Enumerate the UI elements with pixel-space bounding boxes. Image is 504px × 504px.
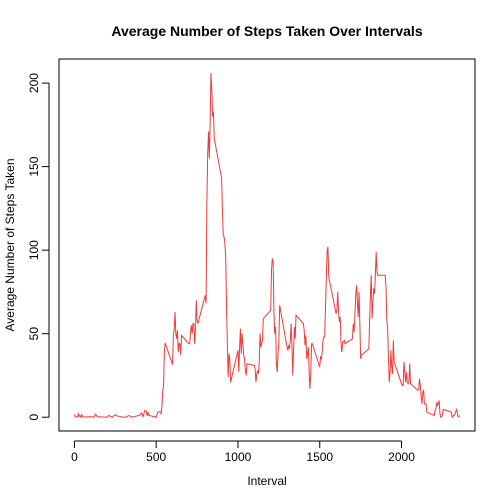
x-tick-label: 2000 [388,450,415,464]
chart-title: Average Number of Steps Taken Over Inter… [111,23,422,39]
x-tick-label: 0 [71,450,78,464]
plot-box [58,58,476,432]
x-tick-label: 500 [146,450,166,464]
x-axis-label: Interval [247,474,286,488]
y-tick-label: 150 [27,156,41,176]
x-tick-label: 1500 [306,450,333,464]
y-tick-label: 200 [27,73,41,93]
y-axis-label: Average Number of Steps Taken [3,159,17,332]
x-tick-label: 1000 [225,450,252,464]
data-line [73,73,461,419]
y-tick-label: 100 [27,240,41,260]
y-tick-label: 0 [27,414,41,421]
y-tick-label: 50 [27,327,41,341]
